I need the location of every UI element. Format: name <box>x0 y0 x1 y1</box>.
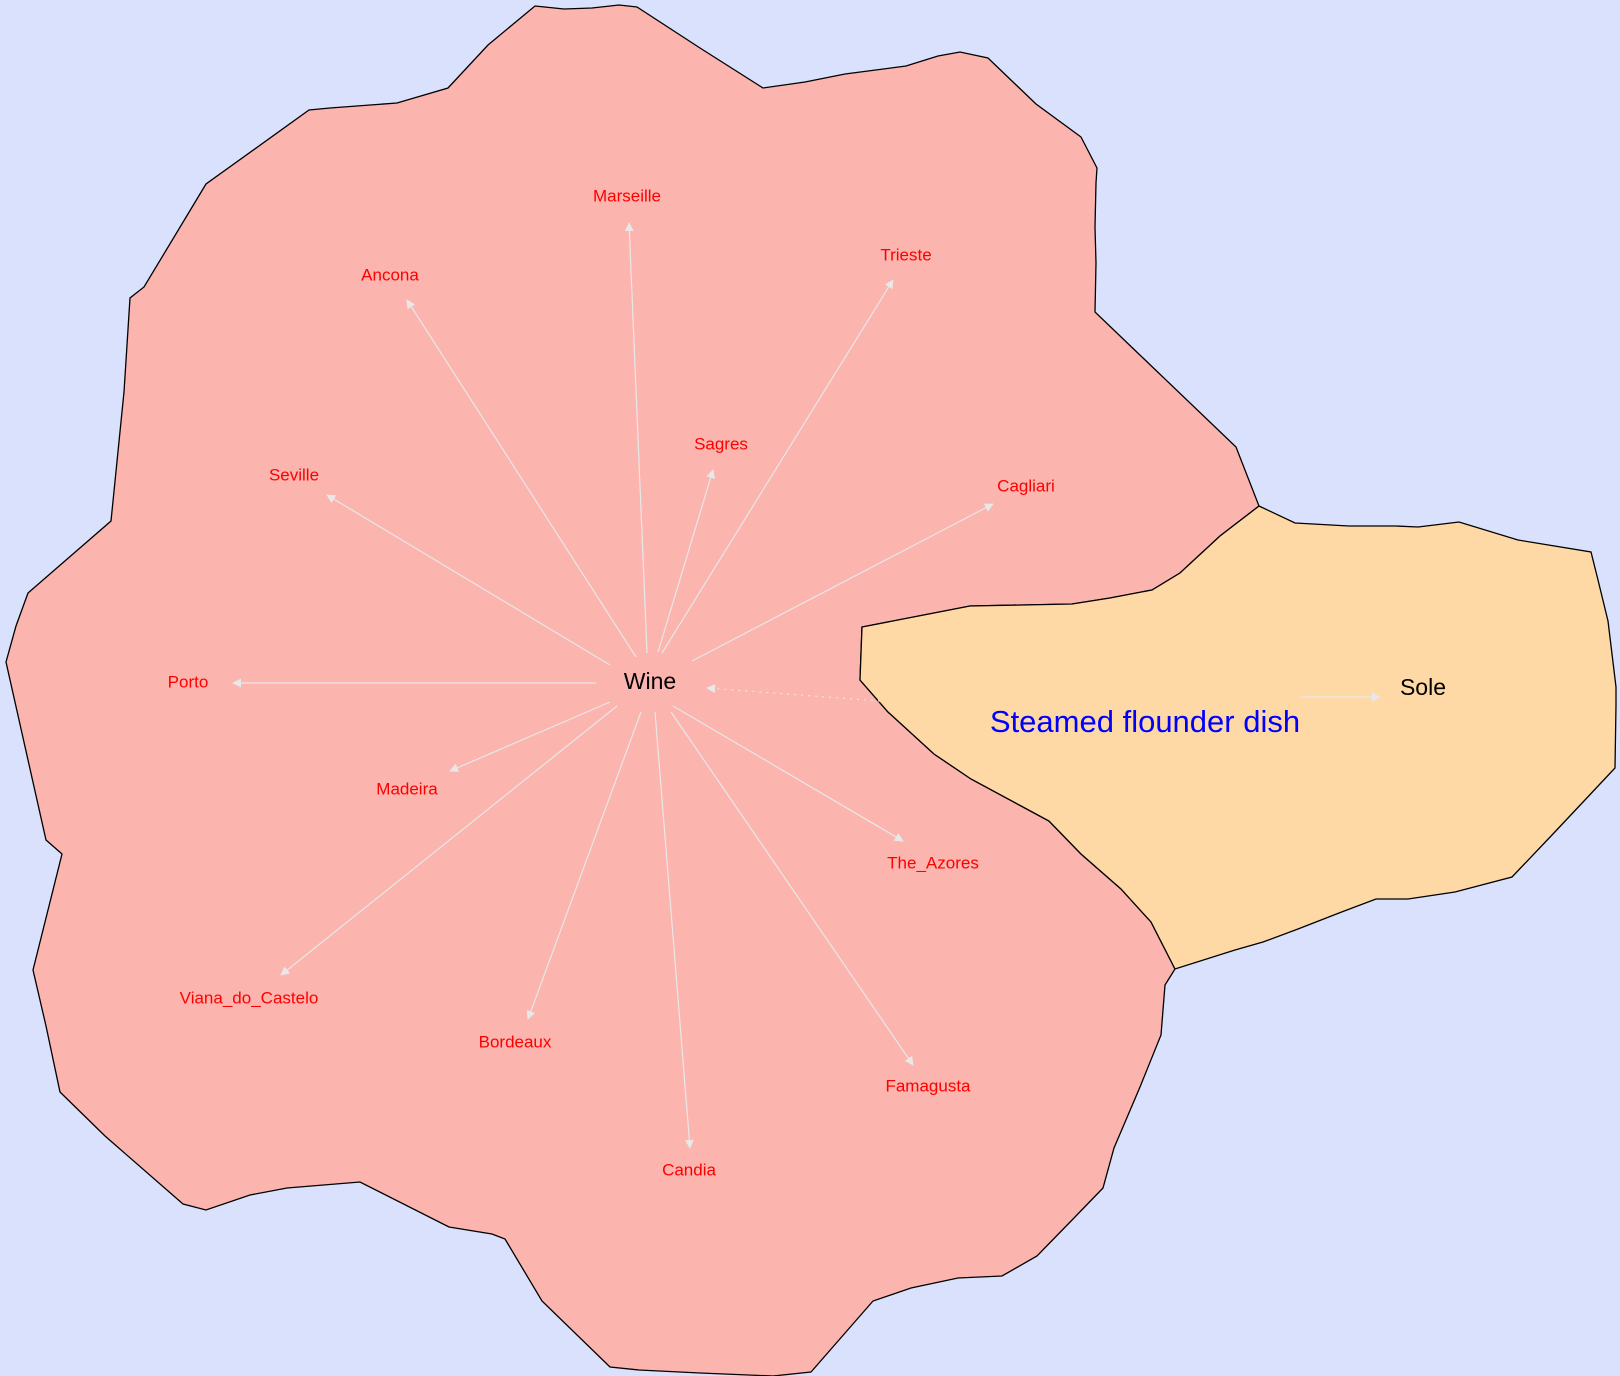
place-label-the-azores[interactable]: The_Azores <box>887 853 979 872</box>
place-label-ancona[interactable]: Ancona <box>361 265 419 284</box>
edge-wine-to-madeira <box>449 701 611 772</box>
place-label-cagliari[interactable]: Cagliari <box>997 476 1055 495</box>
place-label-viana-do-castelo[interactable]: Viana_do_Castelo <box>180 988 319 1007</box>
edge-wine-to-seville <box>326 494 611 666</box>
place-label-sagres[interactable]: Sagres <box>694 434 748 453</box>
place-label-porto[interactable]: Porto <box>168 672 209 691</box>
edge-wine-to-the-azores <box>672 705 904 842</box>
edge-wine-to-viana-do-castelo <box>280 705 618 976</box>
place-label-marseille[interactable]: Marseille <box>593 186 661 205</box>
sole-hub-label[interactable]: Sole <box>1400 674 1446 700</box>
edge-wine-to-marseille <box>624 222 648 654</box>
edge-wine-to-candia <box>654 711 694 1149</box>
edge-wine-to-ancona <box>406 299 637 658</box>
edge-wine-to-famagusta <box>670 711 914 1066</box>
place-label-trieste[interactable]: Trieste <box>880 245 931 264</box>
edge-wine-to-trieste <box>661 279 894 654</box>
place-label-bordeaux[interactable]: Bordeaux <box>479 1032 552 1051</box>
edge-layer <box>232 222 1381 1149</box>
place-label-candia[interactable]: Candia <box>662 1160 716 1179</box>
wine-hub-label[interactable]: Wine <box>624 668 676 694</box>
edge-wine-to-cagliari <box>691 503 994 662</box>
label-layer: Wine Sole Steamed flounder dish Marseill… <box>168 186 1446 1179</box>
edge-wine-to-bordeaux <box>526 711 642 1020</box>
edge-wine-to-sagres <box>657 469 715 653</box>
place-label-famagusta[interactable]: Famagusta <box>885 1076 971 1095</box>
place-label-madeira[interactable]: Madeira <box>376 779 438 798</box>
wine-region <box>5 4 1260 1376</box>
dish-title-label[interactable]: Steamed flounder dish <box>990 704 1300 739</box>
edge-steamed-flounder-dish-to-wine <box>706 684 881 702</box>
dish-region <box>859 505 1617 970</box>
place-label-seville[interactable]: Seville <box>269 465 319 484</box>
